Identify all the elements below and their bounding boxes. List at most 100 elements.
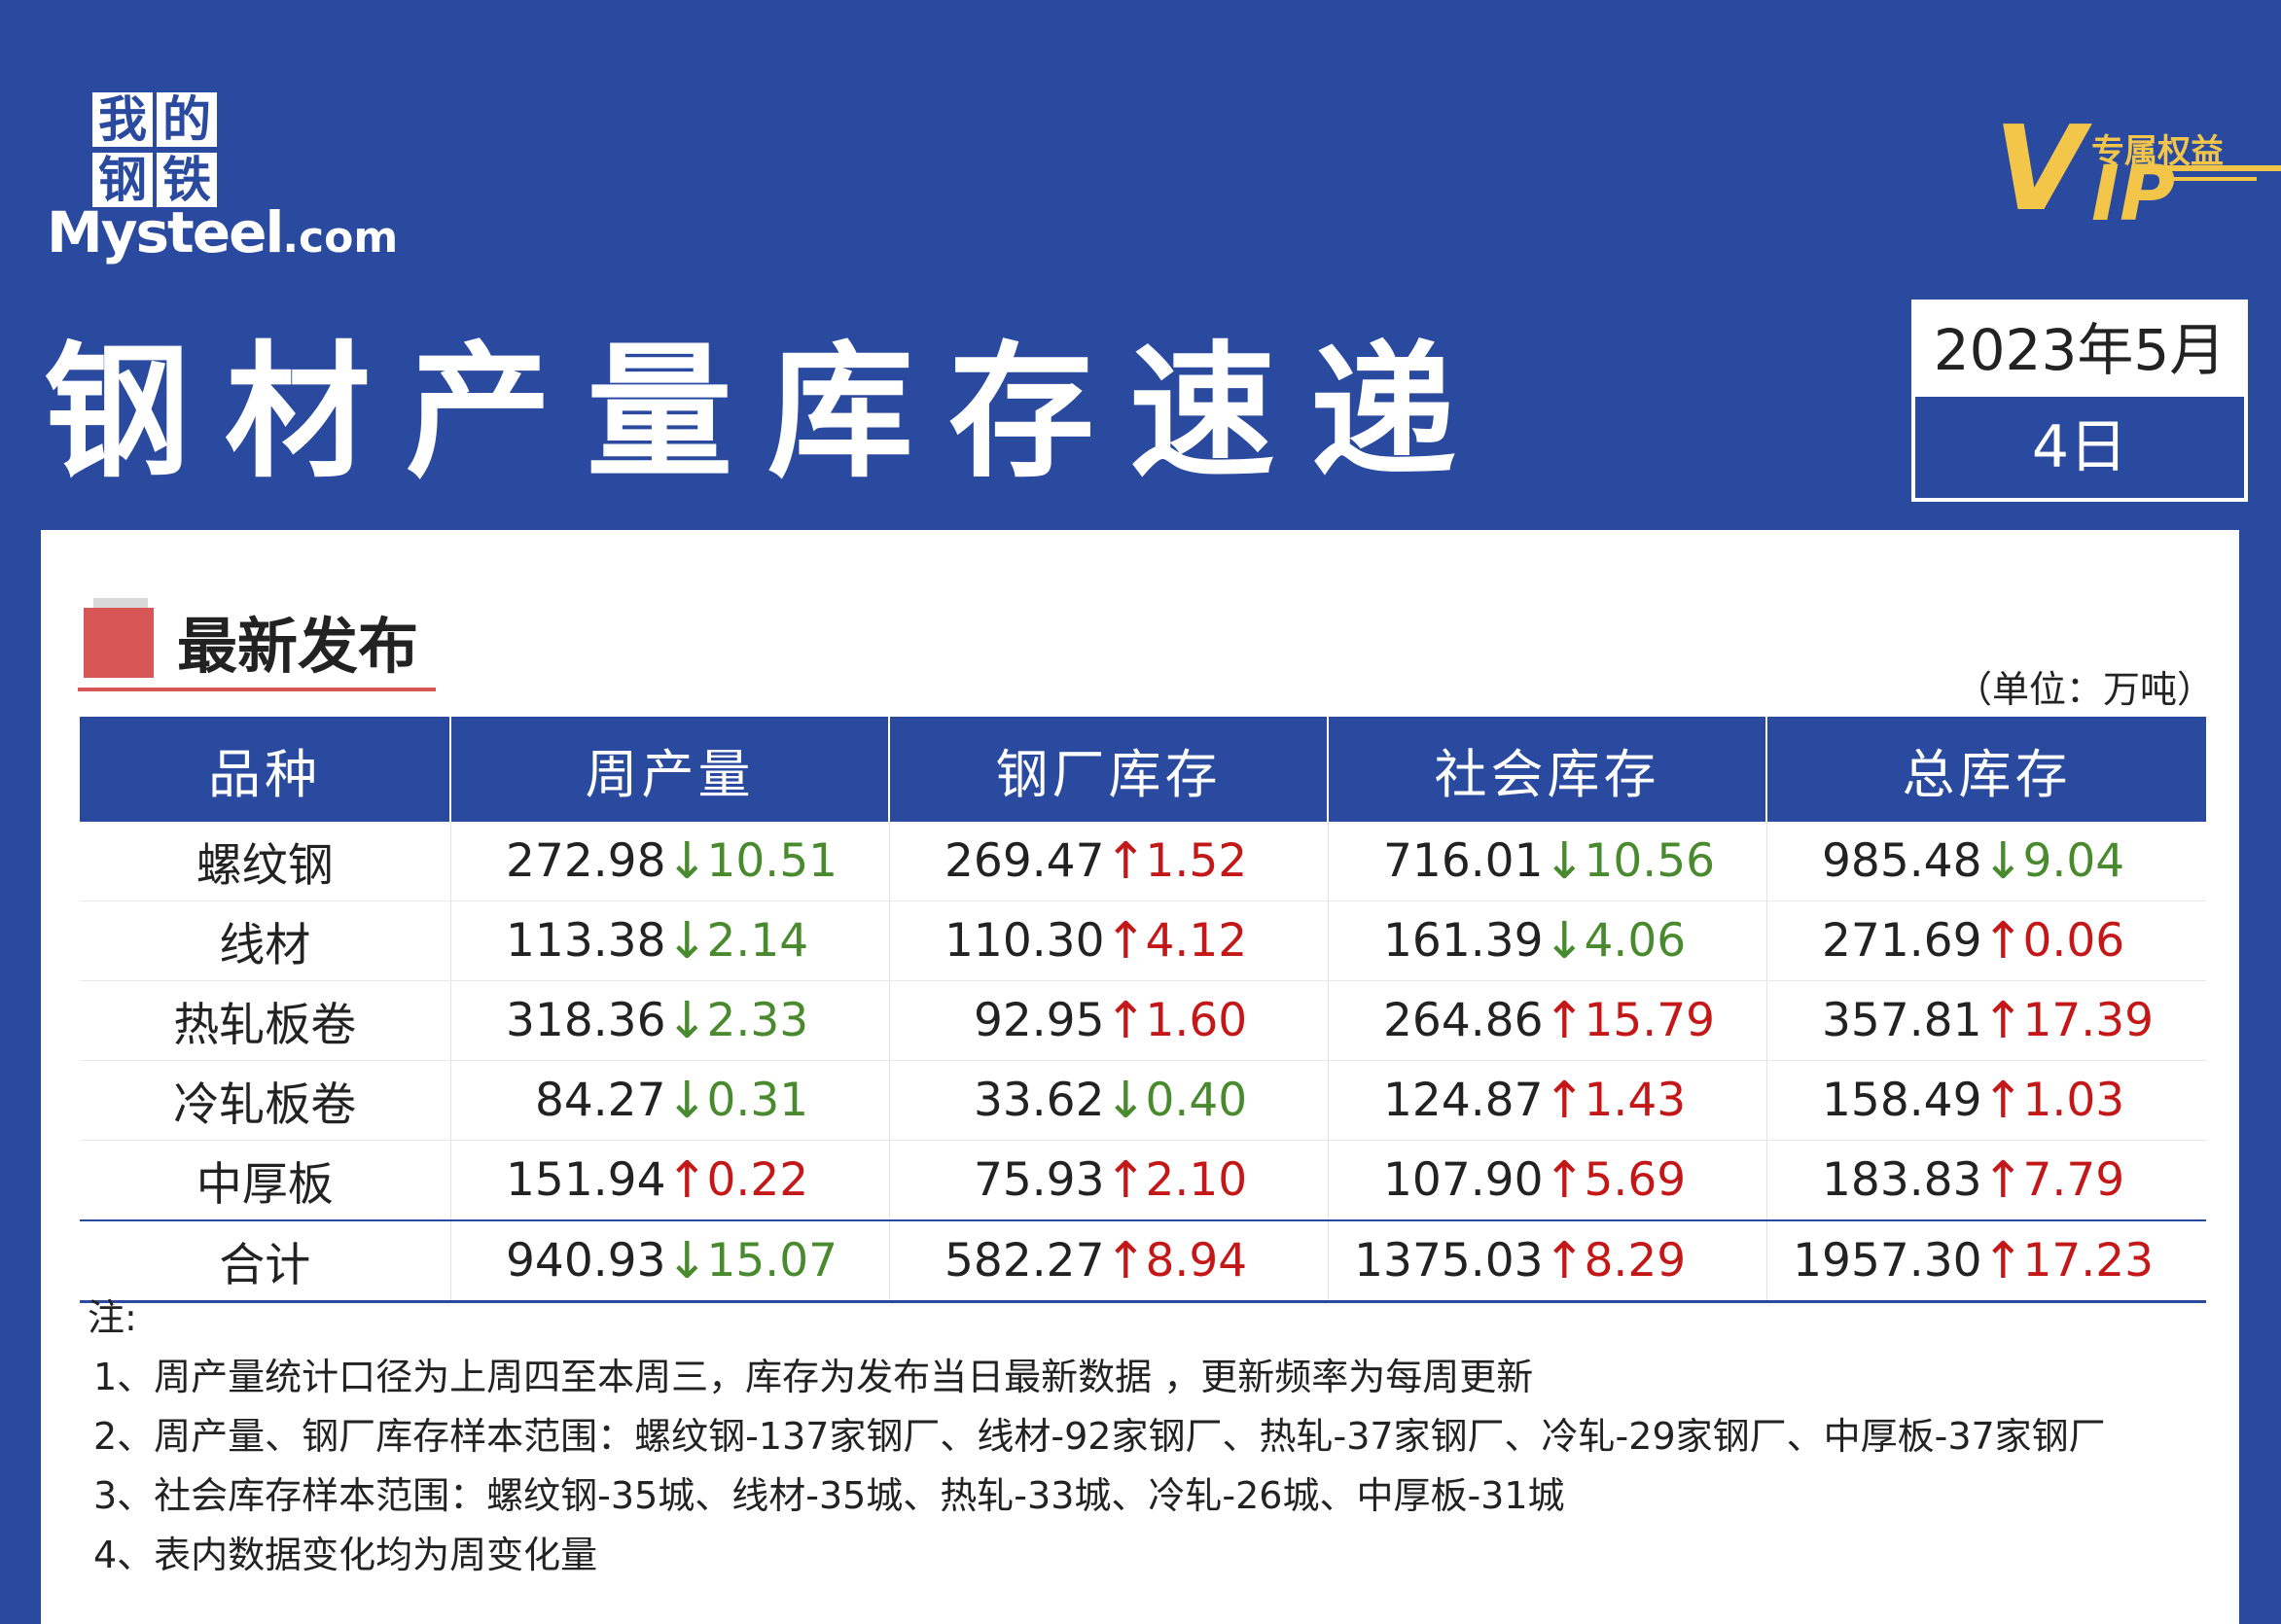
header-variety: 品种 <box>80 717 451 822</box>
cell-value: 124.87 <box>1383 1074 1544 1127</box>
table-cell: 84.27 ↓ 0.31 <box>450 1060 890 1141</box>
unit-label: （单位：万吨） <box>1955 668 2215 711</box>
vip-decor-bar <box>2164 165 2281 171</box>
cell-value: 716.01 <box>1383 834 1544 888</box>
cell-value: 75.93 <box>973 1153 1105 1207</box>
cell-change: 17.23 <box>2022 1234 2155 1288</box>
cell-value: 113.38 <box>506 914 666 968</box>
header-mill-inventory: 钢厂库存 <box>889 717 1329 822</box>
table-row: 冷轧板卷 84.27 ↓ 0.31 33.62 ↓ 0.40 124.87 ↑ 1.43 158.4… <box>80 1060 2206 1141</box>
cell-value: 318.36 <box>506 994 666 1047</box>
cell-value: 161.39 <box>1383 914 1544 968</box>
notes: 注: 1、周产量统计口径为上周四至本周三，库存为发布当日最新数据 ，更新频率为每… <box>88 1289 2106 1585</box>
page-title: 钢材产量库存速递 <box>44 329 1492 498</box>
cell-value: 183.83 <box>1822 1153 1982 1207</box>
variety-name: 线材 <box>80 900 451 981</box>
cell-change: 1.52 <box>1145 834 1248 888</box>
cell-value: 272.98 <box>506 834 666 888</box>
cell-change: 0.06 <box>2022 914 2125 968</box>
arrow-down-icon: ↓ <box>665 911 709 971</box>
variety-name: 螺纹钢 <box>80 822 451 901</box>
cell-change: 0.40 <box>1145 1074 1248 1127</box>
table-cell: 985.48 ↓ 9.04 <box>1766 822 2206 901</box>
note-item: 3、社会库存样本范围：螺纹钢-35城、线材-35城、热轧-33城、冷轧-26城、… <box>93 1474 1565 1517</box>
arrow-down-icon: ↓ <box>1104 1071 1148 1130</box>
cell-value: 1375.03 <box>1354 1234 1544 1288</box>
notes-heading: 注: <box>88 1296 137 1339</box>
cell-value: 33.62 <box>973 1074 1105 1127</box>
section-title: 最新发布 <box>177 611 419 682</box>
arrow-up-icon: ↑ <box>1981 911 2025 971</box>
cell-change: 10.51 <box>706 834 838 888</box>
cell-value: 940.93 <box>506 1234 666 1288</box>
arrow-down-icon: ↓ <box>665 1071 709 1130</box>
note-item: 4、表内数据变化均为周变化量 <box>93 1534 598 1576</box>
vip-letter-v: V <box>1994 102 2085 237</box>
cell-value: 269.47 <box>944 834 1105 888</box>
table-cell: 269.47 ↑ 1.52 <box>889 822 1329 901</box>
header-total-inventory: 总库存 <box>1766 717 2206 822</box>
cell-change: 0.22 <box>706 1153 809 1207</box>
table-header-row: 品种 周产量 钢厂库存 社会库存 总库存 <box>80 717 2206 822</box>
arrow-up-icon: ↑ <box>1543 991 1586 1050</box>
table-cell: 582.27 ↑ 8.94 <box>889 1219 1329 1303</box>
arrow-up-icon: ↑ <box>1104 991 1148 1050</box>
cell-value: 985.48 <box>1822 834 1982 888</box>
note-item: 2、周产量、钢厂库存样本范围：螺纹钢-137家钢厂、线材-92家钢厂、热轧-37… <box>93 1415 2106 1458</box>
arrow-up-icon: ↑ <box>1981 1150 2025 1210</box>
logo-en-suffix: .com <box>282 213 399 263</box>
data-table: 品种 周产量 钢厂库存 社会库存 总库存 螺纹钢 272.98 ↓ 10.51 269.… <box>80 717 2206 1303</box>
cell-change: 2.14 <box>706 914 809 968</box>
cell-change: 4.06 <box>1584 914 1687 968</box>
cell-change: 1.60 <box>1145 994 1248 1047</box>
arrow-up-icon: ↑ <box>1981 1231 2025 1290</box>
cell-change: 2.33 <box>706 994 809 1047</box>
vip-badge: V 专属权益 IP <box>1994 102 2281 237</box>
cell-value: 582.27 <box>944 1234 1105 1288</box>
cell-value: 357.81 <box>1822 994 1982 1047</box>
table-cell: 357.81 ↑ 17.39 <box>1766 980 2206 1061</box>
cell-change: 1.43 <box>1584 1074 1687 1127</box>
section-header: 最新发布 <box>78 598 438 695</box>
variety-name: 中厚板 <box>80 1140 451 1221</box>
cell-value: 1957.30 <box>1793 1234 1982 1288</box>
cell-value: 151.94 <box>506 1153 666 1207</box>
table-row: 线材 113.38 ↓ 2.14 110.30 ↑ 4.12 161.39 ↓ 4.06 271.6… <box>80 900 2206 981</box>
arrow-up-icon: ↑ <box>1543 1071 1586 1130</box>
table-cell: 158.49 ↑ 1.03 <box>1766 1060 2206 1141</box>
variety-name: 热轧板卷 <box>80 980 451 1061</box>
table-cell: 161.39 ↓ 4.06 <box>1328 900 1767 981</box>
cell-value: 264.86 <box>1383 994 1544 1047</box>
date-day: 4日 <box>2031 413 2128 481</box>
arrow-up-icon: ↑ <box>665 1150 709 1210</box>
cell-change: 17.39 <box>2022 994 2155 1047</box>
table-cell: 940.93 ↓ 15.07 <box>450 1219 890 1303</box>
table-cell: 1957.30 ↑ 17.23 <box>1766 1219 2206 1303</box>
arrow-up-icon: ↑ <box>1104 1231 1148 1290</box>
section-underline <box>78 688 436 691</box>
cell-value: 271.69 <box>1822 914 1982 968</box>
arrow-down-icon: ↓ <box>665 991 709 1050</box>
table-cell: 75.93 ↑ 2.10 <box>889 1140 1329 1221</box>
header-weekly-output: 周产量 <box>450 717 890 822</box>
cell-value: 110.30 <box>944 914 1105 968</box>
table-cell: 92.95 ↑ 1.60 <box>889 980 1329 1061</box>
logo-char-3: 钢 <box>92 153 153 207</box>
arrow-down-icon: ↓ <box>665 1231 709 1290</box>
table-cell: 1375.03 ↑ 8.29 <box>1328 1219 1767 1303</box>
arrow-up-icon: ↑ <box>1981 1071 2025 1130</box>
table-cell: 272.98 ↓ 10.51 <box>450 822 890 901</box>
vip-subtitle: 专属权益 <box>2091 132 2224 171</box>
cell-change: 8.94 <box>1145 1234 1248 1288</box>
table-cell: 716.01 ↓ 10.56 <box>1328 822 1767 901</box>
section-square-icon <box>84 608 154 678</box>
arrow-up-icon: ↑ <box>1543 1150 1586 1210</box>
logo-char-2: 的 <box>157 92 217 147</box>
cell-value: 107.90 <box>1383 1153 1544 1207</box>
cell-change: 0.31 <box>706 1074 809 1127</box>
cell-value: 92.95 <box>973 994 1105 1047</box>
table-total-row: 合计 940.93 ↓ 15.07 582.27 ↑ 8.94 1375.03 ↑ 8.29 195… <box>80 1219 2206 1303</box>
cell-change: 5.69 <box>1584 1153 1687 1207</box>
arrow-down-icon: ↓ <box>1981 831 2025 891</box>
arrow-up-icon: ↑ <box>1543 1231 1586 1290</box>
